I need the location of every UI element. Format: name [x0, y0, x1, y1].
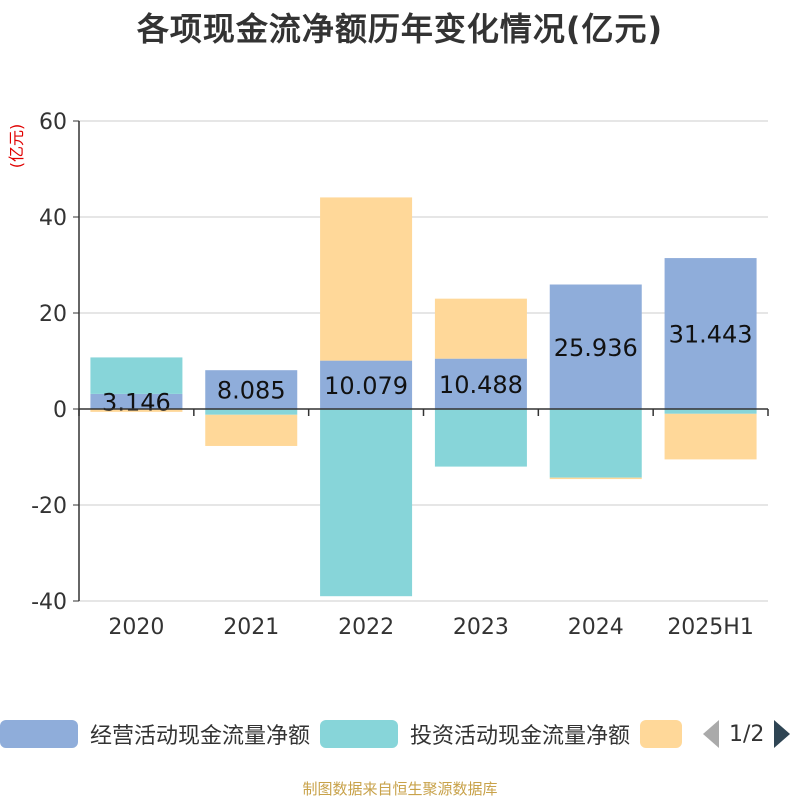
- x-tick-label: 2024: [568, 615, 624, 640]
- legend-label-operating: 经营活动现金流量净额: [90, 724, 311, 749]
- legend-item-third[interactable]: [640, 716, 682, 752]
- y-tick-label: 0: [53, 398, 67, 423]
- bar-third-2022: [320, 197, 413, 361]
- data-label: 10.488: [439, 371, 523, 399]
- bar-third-2020: [90, 409, 183, 412]
- legend-swatch-third: [640, 720, 682, 748]
- y-tick-label: 40: [39, 206, 67, 231]
- legend-pager: 1/2: [703, 716, 791, 752]
- legend-prev-page-icon[interactable]: [703, 720, 719, 748]
- bar-third-2023: [434, 298, 527, 359]
- bar-operating-2024: [549, 284, 642, 409]
- legend-page-indicator: 1/2: [729, 721, 765, 747]
- y-tick-label: -20: [31, 494, 67, 519]
- legend-item-operating[interactable]: 经营活动现金流量净额: [0, 716, 310, 752]
- bar-operating-2025H1: [664, 258, 757, 409]
- x-tick-label: 2020: [108, 615, 164, 640]
- y-tick-label: 60: [39, 110, 67, 135]
- y-axis-label: (亿元): [7, 124, 26, 169]
- bar-investing-2023: [434, 409, 527, 467]
- bar-third-2025H1: [664, 413, 757, 460]
- bar-third-2024: [549, 477, 642, 480]
- y-tick-label: 20: [39, 302, 67, 327]
- bar-investing-2021: [205, 409, 298, 415]
- legend-next-page-icon[interactable]: [774, 720, 791, 748]
- data-label: 8.085: [217, 377, 286, 405]
- bar-chart: -40 -20 0 20 40 60 3.146 8.085 10.079 10.488 25.93…: [7, 110, 769, 640]
- legend-label-investing: 投资活动现金流量净额: [410, 724, 631, 749]
- bar-investing-2022: [320, 409, 413, 597]
- x-tick-label: 2025H1: [667, 615, 754, 640]
- y-tick-label: -40: [31, 590, 67, 615]
- bar-operating-2022: [320, 360, 413, 409]
- data-label: 3.146: [102, 388, 171, 416]
- bar-investing-2024: [549, 409, 642, 478]
- bar-third-2021: [205, 414, 298, 446]
- data-label: 10.079: [324, 372, 408, 400]
- legend-swatch-investing: [320, 720, 398, 748]
- x-tick-label: 2021: [223, 615, 279, 640]
- data-label: 31.443: [669, 321, 753, 349]
- legend: 经营活动现金流量净额 投资活动现金流量净额 1/2: [0, 716, 800, 752]
- chart-title: 各项现金流净额历年变化情况(亿元): [136, 10, 664, 48]
- bar-operating-2020: [90, 393, 183, 409]
- bar-investing-2025H1: [664, 409, 757, 414]
- legend-item-investing[interactable]: 投资活动现金流量净额: [320, 716, 630, 752]
- bar-operating-2021: [205, 370, 298, 409]
- data-label: 25.936: [554, 334, 638, 362]
- x-tick-label: 2023: [453, 615, 509, 640]
- bar-investing-2020: [90, 357, 183, 394]
- data-source-note: 制图数据来自恒生聚源数据库: [302, 780, 498, 798]
- x-tick-label: 2022: [338, 615, 394, 640]
- bar-operating-2023: [434, 358, 527, 409]
- legend-swatch-operating: [0, 720, 78, 748]
